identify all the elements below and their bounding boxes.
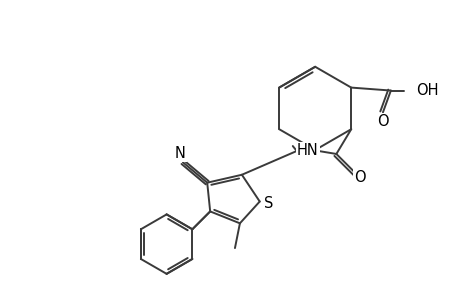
- Text: HN: HN: [296, 143, 318, 158]
- Text: O: O: [353, 170, 365, 185]
- Text: N: N: [174, 146, 185, 161]
- Text: OH: OH: [415, 83, 437, 98]
- Text: S: S: [263, 196, 273, 211]
- Text: O: O: [376, 114, 388, 129]
